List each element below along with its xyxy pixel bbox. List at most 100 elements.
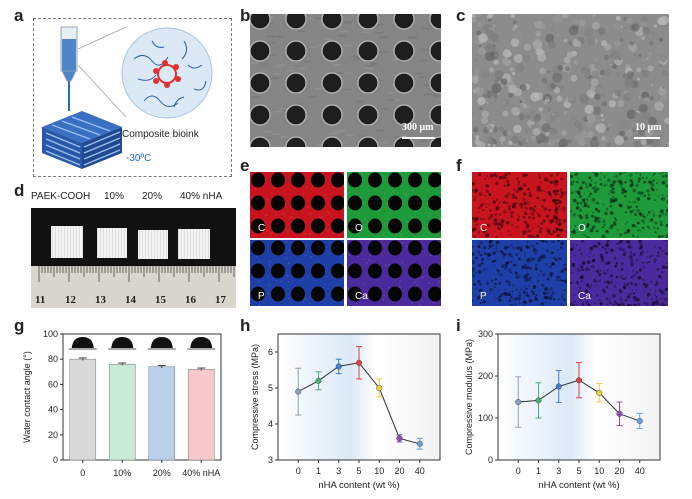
sample-labels-row: PAEK-COOH 10% 20% 40% nHA (31, 191, 236, 207)
scaffold-photo-content (31, 226, 244, 308)
eds-map-noise (472, 172, 567, 238)
element-label: O (355, 223, 363, 234)
ruler-number: 13 (95, 294, 106, 306)
bar (69, 358, 97, 461)
x-axis-label: nHA content (wt %) (318, 480, 399, 491)
sem-pore (285, 40, 307, 62)
eds-pore (348, 218, 362, 234)
sem-pore (250, 104, 271, 126)
eds-pore (271, 240, 285, 256)
sem-pore (285, 72, 307, 94)
eds-pore (428, 286, 441, 302)
water-droplet-icon (71, 337, 94, 348)
element-label: C (480, 223, 488, 234)
x-tick-label: 5 (356, 466, 361, 476)
eds-pore (348, 286, 362, 302)
water-droplet-icon (111, 337, 134, 348)
y-tick-label: 20 (48, 430, 58, 440)
eds-pore (291, 240, 305, 256)
eds-pore (291, 263, 305, 279)
sem-pore (429, 40, 441, 62)
sem-pore (285, 14, 307, 30)
temperature-label: -30ºC (126, 153, 151, 164)
eds-pore (388, 172, 402, 188)
sem-pore (321, 72, 343, 94)
eds-pore (251, 240, 265, 256)
eds-pore (251, 172, 265, 188)
eds-map-f-P: P (472, 240, 567, 306)
panel-letter-b: b (240, 6, 251, 25)
x-tick-label: 1 (316, 466, 321, 476)
sem-pore (357, 14, 379, 30)
y-axis-label: Compressive modulus (MPa) (464, 339, 474, 455)
y-tick-label: 3 (268, 455, 273, 465)
eds-pore (348, 172, 362, 188)
eds-map-pores (250, 172, 344, 238)
y-tick-label: 0 (53, 455, 58, 465)
element-label: P (480, 291, 487, 302)
eds-pore (388, 195, 402, 211)
eds-pore (271, 218, 285, 234)
data-point (335, 363, 342, 370)
data-point (616, 410, 623, 417)
eds-pore (311, 195, 325, 211)
sample-label: 20% (142, 191, 163, 202)
ruler (31, 266, 236, 308)
eds-pore (331, 286, 344, 302)
x-tick-label: 10% (113, 468, 131, 478)
eds-pore (408, 240, 422, 256)
eds-pore (271, 286, 285, 302)
sem-pore (285, 136, 307, 147)
ruler-number: 12 (65, 294, 76, 306)
water-droplet-icon (150, 337, 173, 348)
eds-pore (311, 172, 325, 188)
eds-map-e-C: C (250, 172, 344, 238)
scaffold-cube (97, 228, 127, 258)
eds-pore (408, 263, 422, 279)
x-tick-label: 0 (296, 466, 301, 476)
element-label: Ca (578, 291, 591, 302)
scale-bar-label-c: 10 μm (635, 122, 662, 133)
eds-pore (408, 172, 422, 188)
sem-pore (250, 40, 271, 62)
eds-pore (408, 218, 422, 234)
scale-bar-label-b: 300 μm (402, 122, 434, 133)
eds-pore (291, 195, 305, 211)
y-tick-label: 4 (268, 419, 273, 429)
x-tick-label: 20 (614, 466, 624, 476)
eds-pore (428, 263, 441, 279)
x-tick-label: 1 (536, 466, 541, 476)
data-point (515, 399, 522, 406)
x-tick-label: 40% nHA (182, 468, 220, 478)
y-axis-label: Compressive stress (MPa) (250, 344, 260, 450)
y-axis-label: Water contact angle (°) (22, 351, 32, 443)
eds-pore (388, 218, 402, 234)
sem-pore (321, 104, 343, 126)
scaffold-cube (178, 229, 210, 259)
bar (187, 368, 215, 461)
x-tick-label: 0 (516, 466, 521, 476)
sem-pore (250, 72, 271, 94)
sem-pore (321, 40, 343, 62)
sem-pore (429, 104, 441, 126)
ruler-number: 11 (35, 294, 46, 306)
x-tick-label: 20 (394, 466, 404, 476)
data-point (555, 383, 562, 390)
eds-pore (251, 195, 265, 211)
x-tick-label: 3 (336, 466, 341, 476)
panel-letter-f: f (456, 156, 462, 175)
water-droplet-icon (190, 337, 213, 348)
element-label: O (578, 223, 586, 234)
y-tick-label: 300 (478, 329, 493, 339)
eds-pore (428, 240, 441, 256)
eds-map-noise (570, 240, 668, 306)
eds-pore (331, 263, 344, 279)
eds-pore (368, 218, 382, 234)
element-label: P (258, 291, 265, 302)
eds-pore (251, 218, 265, 234)
y-tick-label: 200 (478, 371, 493, 381)
eds-map-f-C: C (472, 172, 567, 238)
panel-letter-d: d (14, 181, 25, 200)
x-tick-label: 20% (153, 468, 171, 478)
sem-pore (321, 14, 343, 30)
